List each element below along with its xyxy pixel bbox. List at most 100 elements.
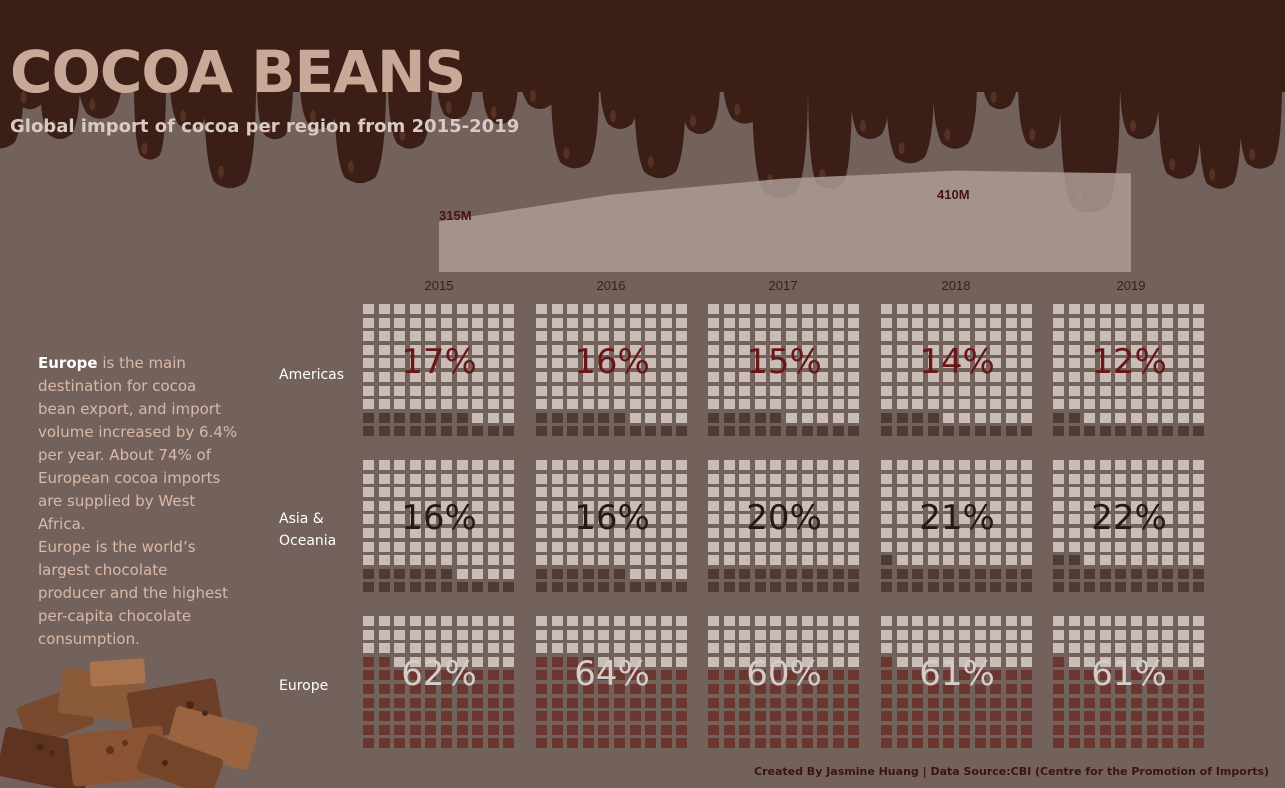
waffle-cell bbox=[394, 385, 406, 396]
row-label-asia-line1: Asia & bbox=[279, 511, 324, 527]
waffle-cell bbox=[848, 514, 860, 525]
waffle-cell bbox=[801, 371, 813, 382]
waffle-cell bbox=[440, 629, 452, 640]
waffle-cell bbox=[409, 317, 421, 328]
waffle-cell bbox=[1130, 541, 1142, 552]
waffle-cell bbox=[912, 738, 924, 749]
waffle-cell bbox=[440, 711, 452, 722]
waffle-cell bbox=[912, 629, 924, 640]
waffle-cell bbox=[754, 527, 766, 538]
waffle-cell bbox=[817, 317, 829, 328]
waffle-cell bbox=[832, 697, 844, 708]
waffle-cell bbox=[1084, 541, 1096, 552]
drip-shine-28 bbox=[1169, 158, 1176, 171]
waffle-cell bbox=[1068, 643, 1080, 654]
waffle-cell bbox=[974, 670, 986, 681]
waffle-americas-2015 bbox=[363, 304, 515, 440]
waffle-cell bbox=[958, 656, 970, 667]
waffle-cell bbox=[1162, 629, 1174, 640]
waffle-cell bbox=[754, 460, 766, 470]
waffle-cell bbox=[1021, 616, 1033, 626]
waffle-cell bbox=[378, 711, 390, 722]
waffle-cell bbox=[785, 358, 797, 369]
waffle-cell bbox=[660, 582, 672, 593]
waffle-cell bbox=[1021, 344, 1033, 355]
waffle-cell bbox=[1146, 514, 1158, 525]
waffle-cell bbox=[723, 683, 735, 694]
area-label-start: 315M bbox=[439, 208, 472, 223]
row-label-europe: Europe bbox=[279, 675, 328, 697]
waffle-cell bbox=[708, 385, 719, 396]
waffle-cell bbox=[409, 385, 421, 396]
waffle-cell bbox=[1146, 331, 1158, 342]
waffle-cell bbox=[503, 487, 515, 498]
waffle-cell bbox=[551, 582, 563, 593]
waffle-cell bbox=[1193, 399, 1205, 410]
waffle-cell bbox=[881, 656, 892, 667]
waffle-cell bbox=[912, 656, 924, 667]
waffle-cell bbox=[927, 541, 939, 552]
waffle-cell bbox=[503, 616, 515, 626]
waffle-cell bbox=[912, 317, 924, 328]
waffle-cell bbox=[801, 317, 813, 328]
waffle-cell bbox=[536, 399, 547, 410]
waffle-cell bbox=[723, 514, 735, 525]
waffle-cell bbox=[801, 582, 813, 593]
waffle-cell bbox=[394, 426, 406, 437]
waffle-cell bbox=[990, 514, 1002, 525]
waffle-cell bbox=[394, 683, 406, 694]
waffle-cell bbox=[363, 656, 374, 667]
waffle-cell bbox=[1068, 344, 1080, 355]
waffle-percent-label: 16% bbox=[574, 342, 650, 382]
waffle-cell bbox=[440, 358, 452, 369]
waffle-cell bbox=[472, 412, 484, 423]
waffle-cell bbox=[817, 582, 829, 593]
waffle-cell bbox=[912, 344, 924, 355]
waffle-cell bbox=[1177, 460, 1189, 470]
waffle-cell bbox=[708, 670, 719, 681]
waffle-cell bbox=[440, 331, 452, 342]
waffle-cell bbox=[848, 426, 860, 437]
waffle-cell bbox=[394, 656, 406, 667]
waffle-cell bbox=[708, 473, 719, 484]
waffle-cell bbox=[363, 683, 374, 694]
waffle-cell bbox=[1115, 697, 1127, 708]
waffle-cell bbox=[1068, 371, 1080, 382]
waffle-cell bbox=[912, 541, 924, 552]
waffle-cell bbox=[629, 487, 641, 498]
waffle-cell bbox=[378, 582, 390, 593]
drip-shine-13 bbox=[530, 90, 536, 102]
waffle-cell bbox=[487, 555, 499, 566]
waffle-cell bbox=[817, 460, 829, 470]
waffle-cell bbox=[1021, 568, 1033, 579]
waffle-cell bbox=[943, 358, 955, 369]
waffle-cell bbox=[1053, 568, 1064, 579]
waffle-cell bbox=[551, 358, 563, 369]
waffle-cell bbox=[927, 616, 939, 626]
waffle-cell bbox=[912, 426, 924, 437]
waffle-cell bbox=[785, 514, 797, 525]
waffle-cell bbox=[723, 541, 735, 552]
waffle-cell bbox=[378, 616, 390, 626]
waffle-cell bbox=[1115, 358, 1127, 369]
waffle-cell bbox=[1177, 527, 1189, 538]
waffle-cell bbox=[1177, 629, 1189, 640]
waffle-cell bbox=[832, 738, 844, 749]
waffle-cell bbox=[1084, 514, 1096, 525]
waffle-cell bbox=[363, 344, 374, 355]
drip-25 bbox=[1018, 80, 1062, 149]
waffle-cell bbox=[660, 738, 672, 749]
waffle-cell bbox=[582, 514, 594, 525]
waffle-cell bbox=[660, 568, 672, 579]
waffle-cell bbox=[927, 426, 939, 437]
waffle-cell bbox=[817, 738, 829, 749]
waffle-cell bbox=[613, 331, 625, 342]
waffle-cell bbox=[394, 331, 406, 342]
waffle-cell bbox=[425, 683, 437, 694]
waffle-cell bbox=[582, 344, 594, 355]
waffle-cell bbox=[958, 331, 970, 342]
waffle-cell bbox=[660, 487, 672, 498]
waffle-cell bbox=[1177, 670, 1189, 681]
waffle-cell bbox=[1005, 568, 1017, 579]
waffle-cell bbox=[1053, 344, 1064, 355]
